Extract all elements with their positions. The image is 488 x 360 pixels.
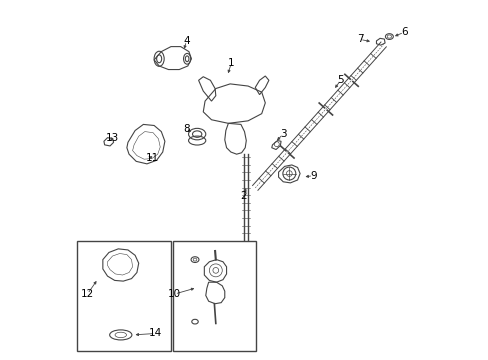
Text: 1: 1 [227,58,234,68]
Text: 7: 7 [356,35,363,44]
Text: 10: 10 [168,289,181,299]
Bar [77,241,170,351]
Text: 14: 14 [149,328,162,338]
Text: 3: 3 [279,129,286,139]
Text: 12: 12 [81,289,94,299]
Text: 6: 6 [400,27,407,37]
Text: 8: 8 [183,124,189,134]
Text: 2: 2 [240,191,246,201]
Bar [172,241,255,351]
Text: 13: 13 [106,133,119,143]
Text: 4: 4 [183,36,189,46]
Text: 11: 11 [145,153,158,163]
Text: 5: 5 [337,75,343,85]
Text: 9: 9 [309,171,316,181]
